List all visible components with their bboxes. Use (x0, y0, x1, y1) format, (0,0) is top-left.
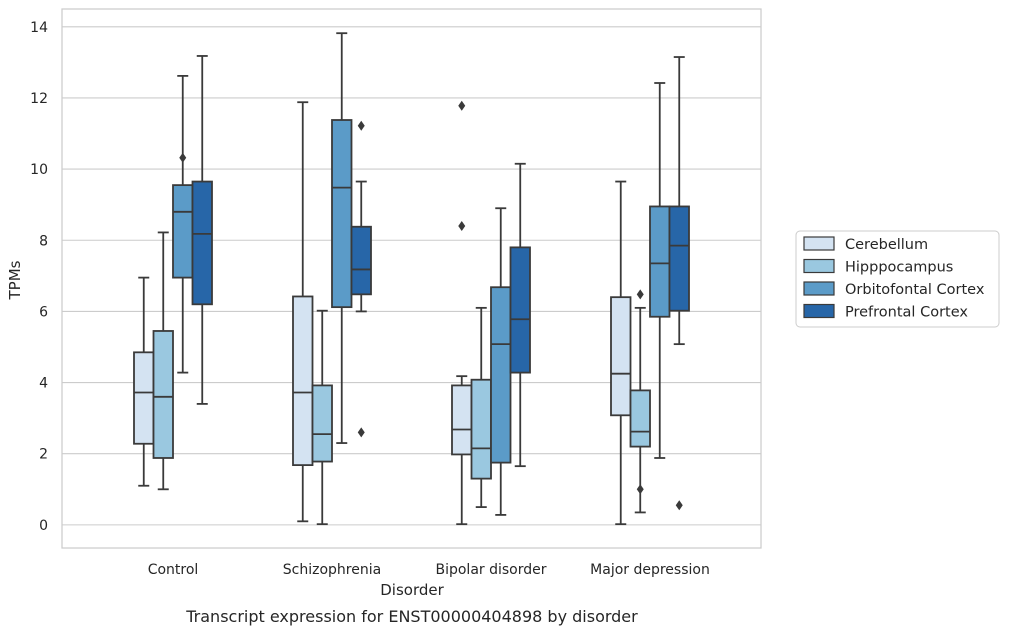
legend-item: Prefrontal Cortex (803, 303, 968, 321)
box-prefrontal-cortex (191, 55, 213, 405)
box-orbitofontal-cortex (172, 74, 194, 374)
y-axis-label: TPMs (6, 260, 24, 300)
legend-swatch (803, 236, 835, 251)
plot-frame (61, 8, 762, 549)
legend-swatch (803, 281, 835, 296)
outlier-point (357, 427, 365, 438)
y-tick-label: 12 (30, 91, 48, 107)
x-tick-label: Control (148, 562, 199, 578)
box-iqr (350, 225, 372, 296)
y-tick-labels: 0 2 4 6 8 10 12 14 (30, 20, 48, 534)
legend-label: Orbitofontal Cortex (845, 282, 985, 298)
legend-item: Cerebellum (803, 236, 928, 253)
outlier-point (179, 152, 187, 163)
box-iqr (490, 286, 512, 464)
legend-label: Prefrontal Cortex (845, 305, 968, 321)
boxes (133, 32, 690, 526)
legend-swatch (803, 258, 835, 274)
box-cerebellum (451, 100, 473, 526)
box-iqr (191, 180, 213, 306)
y-tick-label: 6 (39, 304, 48, 320)
box-prefrontal-cortex (509, 162, 531, 468)
box-orbitofontal-cortex (490, 207, 512, 516)
box-iqr (668, 205, 690, 312)
box-iqr (470, 378, 492, 480)
box-prefrontal-cortex (350, 120, 372, 438)
y-tick-label: 2 (39, 447, 48, 463)
x-tick-label: Schizophrenia (283, 562, 381, 578)
legend-frame (795, 230, 1000, 328)
outlier-point (458, 100, 466, 111)
box-iqr (509, 246, 531, 374)
legend: Cerebellum Hipppocampus Orbitofontal Corte… (795, 230, 1000, 328)
chart-caption: Transcript expression for ENST0000040489… (185, 607, 638, 626)
box-hipppocampus (311, 309, 333, 526)
outlier-point (357, 120, 365, 131)
box-iqr (649, 205, 671, 318)
box-cerebellum (610, 180, 632, 526)
x-axis-label: Disorder (380, 581, 444, 599)
box-hipppocampus (152, 231, 174, 491)
legend-item: Hipppocampus (803, 258, 953, 276)
box-iqr (152, 330, 174, 459)
legend-item: Orbitofontal Cortex (803, 281, 985, 298)
box-iqr (629, 389, 651, 448)
box-hipppocampus (629, 289, 651, 514)
outlier-point (636, 289, 644, 300)
y-tick-label: 4 (39, 376, 48, 392)
outlier-point (458, 221, 466, 232)
box-cerebellum (292, 101, 314, 523)
outlier-point (675, 500, 683, 511)
box-hipppocampus (470, 306, 492, 508)
box-iqr (311, 384, 333, 463)
x-tick-label: Bipolar disorder (435, 562, 546, 578)
legend-label: Hipppocampus (845, 260, 953, 276)
box-iqr (172, 184, 194, 279)
y-tick-label: 8 (39, 233, 48, 249)
outlier-point (636, 484, 644, 495)
box-prefrontal-cortex (668, 56, 690, 511)
x-tick-label: Major depression (590, 562, 710, 578)
box-cerebellum (133, 276, 155, 487)
box-iqr (292, 295, 314, 467)
y-tick-label: 10 (30, 162, 48, 178)
box-iqr (331, 119, 353, 309)
box-iqr (451, 384, 473, 456)
box-iqr (610, 296, 632, 417)
box-orbitofontal-cortex (649, 82, 671, 459)
x-tick-labels: Control Schizophrenia Bipolar disorder Majo… (148, 562, 710, 578)
y-tick-label: 0 (39, 518, 48, 534)
y-tick-label: 14 (30, 20, 48, 36)
legend-swatch (803, 303, 835, 319)
box-iqr (133, 351, 155, 445)
legend-label: Cerebellum (845, 237, 928, 253)
box-orbitofontal-cortex (331, 32, 353, 444)
